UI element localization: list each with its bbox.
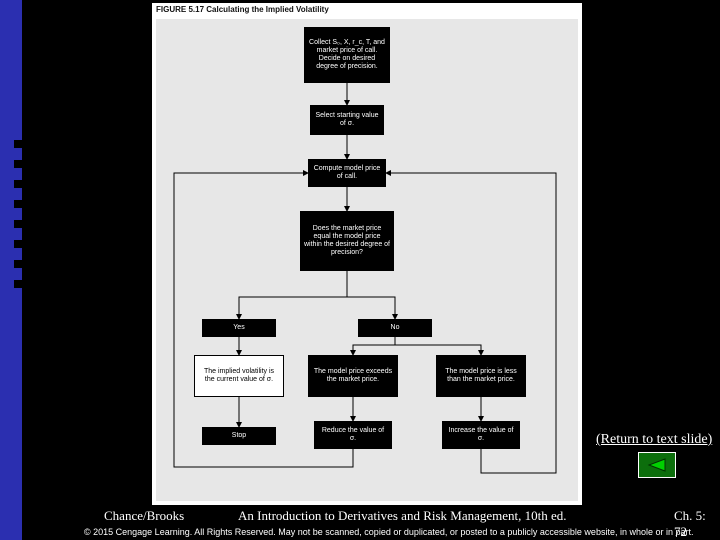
sidebar-tick: [14, 180, 22, 188]
sidebar-tick: [14, 140, 22, 148]
copyright-text: © 2015 Cengage Learning. All Rights Rese…: [84, 527, 694, 537]
flow-node-start: Select starting value of σ.: [310, 105, 384, 135]
flow-node-implied: The implied volatility is the current va…: [194, 355, 284, 397]
sidebar-tick: [14, 220, 22, 228]
slide-sidebar: [0, 0, 22, 540]
flow-node-less: The model price is less than the market …: [436, 355, 526, 397]
slide-body: FIGURE 5.17 Calculating the Implied Vola…: [22, 0, 720, 540]
triangle-left-icon: [647, 458, 667, 472]
flow-node-stop: Stop: [202, 427, 276, 445]
figure-panel: FIGURE 5.17 Calculating the Implied Vola…: [152, 3, 582, 505]
footer-title: An Introduction to Derivatives and Risk …: [238, 508, 567, 524]
sidebar-tick: [14, 200, 22, 208]
flow-node-reduce: Reduce the value of σ.: [314, 421, 392, 449]
sidebar-tick: [14, 160, 22, 168]
sidebar-tick: [14, 260, 22, 268]
flow-node-yes: Yes: [202, 319, 276, 337]
flow-node-no: No: [358, 319, 432, 337]
flow-node-collect: Collect S₀, X, r_c, T, and market price …: [304, 27, 390, 83]
prev-slide-button[interactable]: [638, 452, 676, 478]
sidebar-tick: [14, 280, 22, 288]
flow-node-increase: Increase the value of σ.: [442, 421, 520, 449]
flowchart-canvas: Collect S₀, X, r_c, T, and market price …: [156, 19, 578, 501]
flow-node-compute: Compute model price of call.: [308, 159, 386, 187]
flow-node-exceeds: The model price exceeds the market price…: [308, 355, 398, 397]
return-to-text-link[interactable]: (Return to text slide): [596, 432, 712, 448]
figure-title: FIGURE 5.17 Calculating the Implied Vola…: [156, 5, 329, 14]
sidebar-tick: [14, 240, 22, 248]
footer-author: Chance/Brooks: [104, 508, 184, 524]
flow-node-decision: Does the market price equal the model pr…: [300, 211, 394, 271]
